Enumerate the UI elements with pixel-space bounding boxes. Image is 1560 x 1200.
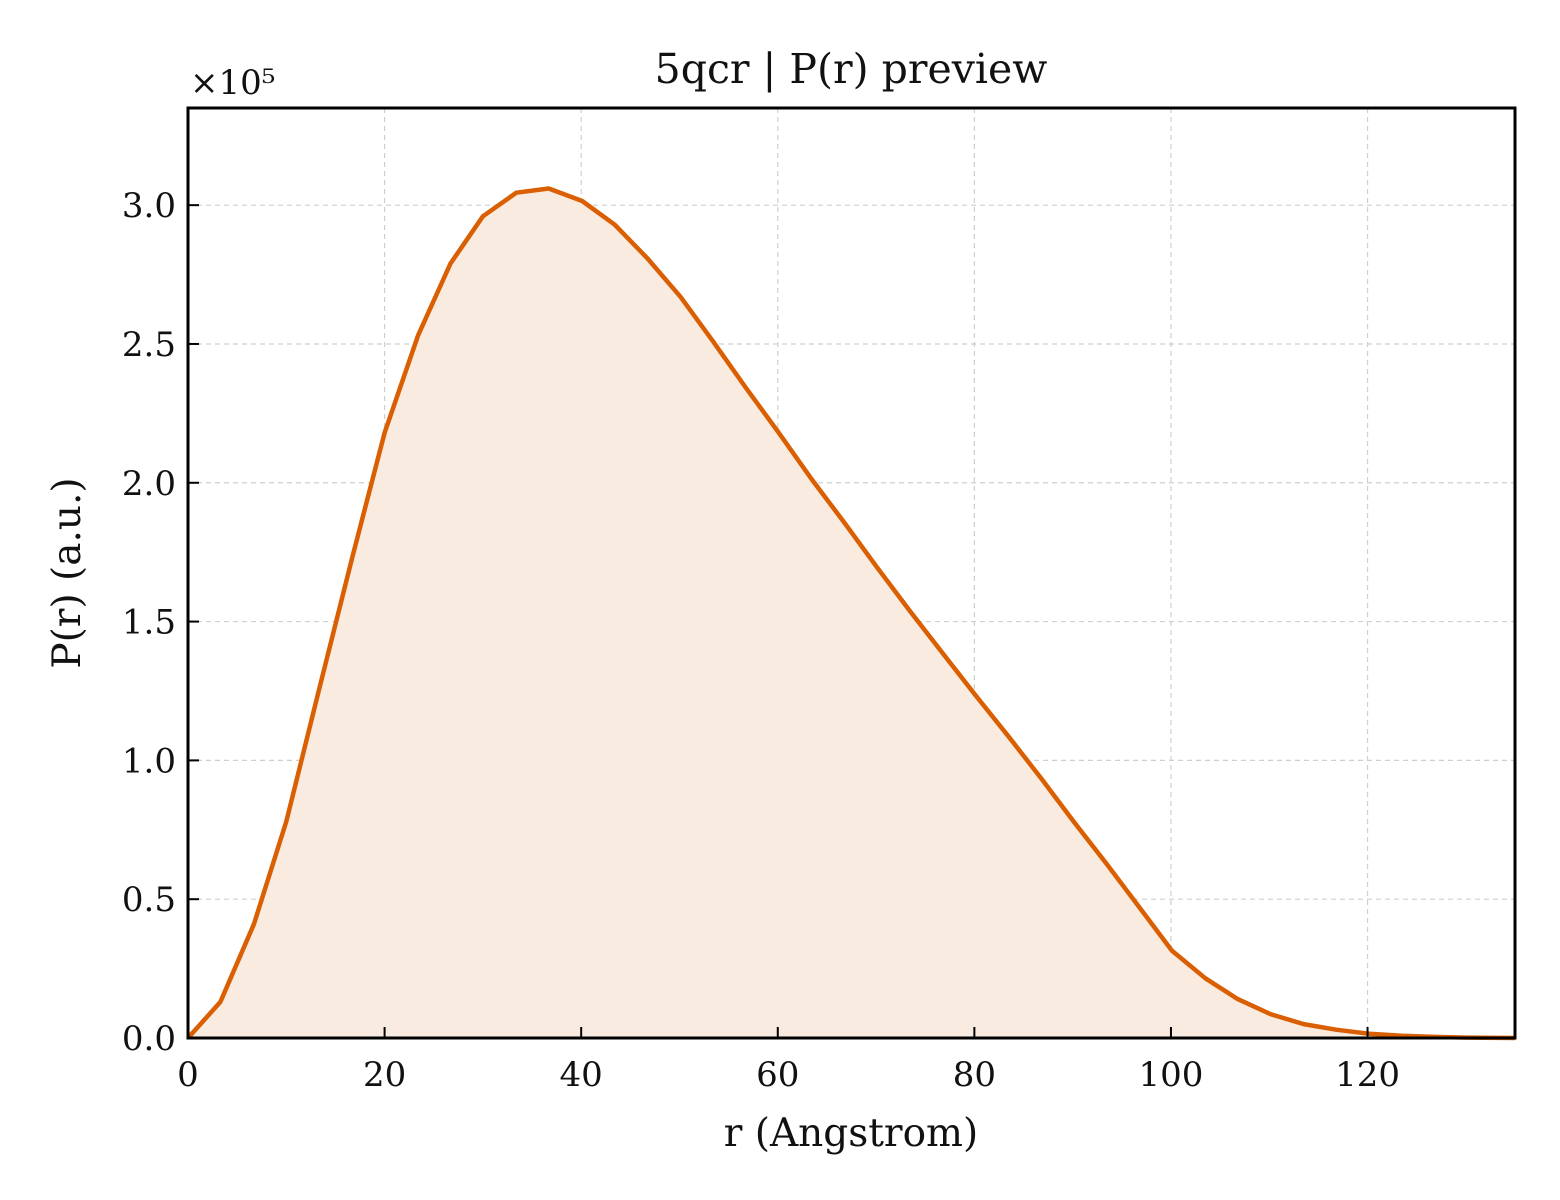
y-multiplier-label: ×10⁵ <box>190 63 275 103</box>
axis-ticks <box>187 204 1369 1039</box>
y-tick-label: 2.0 <box>122 464 176 504</box>
x-tick-label: 20 <box>363 1055 406 1095</box>
y-tick-label: 1.5 <box>122 603 176 643</box>
x-axis-title: r (Angstrom) <box>724 1111 979 1156</box>
y-tick-label: 0.0 <box>122 1019 176 1059</box>
pr-area-fill <box>188 188 1515 1038</box>
x-tick-label: 0 <box>177 1055 199 1095</box>
x-tick-label: 80 <box>953 1055 996 1095</box>
x-tick-label: 100 <box>1139 1055 1204 1095</box>
x-tick-label: 40 <box>560 1055 603 1095</box>
pr-series-line <box>186 186 1516 1041</box>
y-tick-label: 1.0 <box>122 741 176 781</box>
y-tick-label: 2.5 <box>122 325 176 365</box>
x-tick-label: 120 <box>1335 1055 1400 1095</box>
x-tick-label: 60 <box>756 1055 799 1095</box>
chart-title: 5qcr | P(r) preview <box>655 45 1048 93</box>
y-axis-title: P(r) (a.u.) <box>45 477 90 668</box>
plot-frame <box>186 106 1517 1040</box>
y-tick-label: 3.0 <box>122 186 176 226</box>
y-tick-label: 0.5 <box>122 880 176 920</box>
